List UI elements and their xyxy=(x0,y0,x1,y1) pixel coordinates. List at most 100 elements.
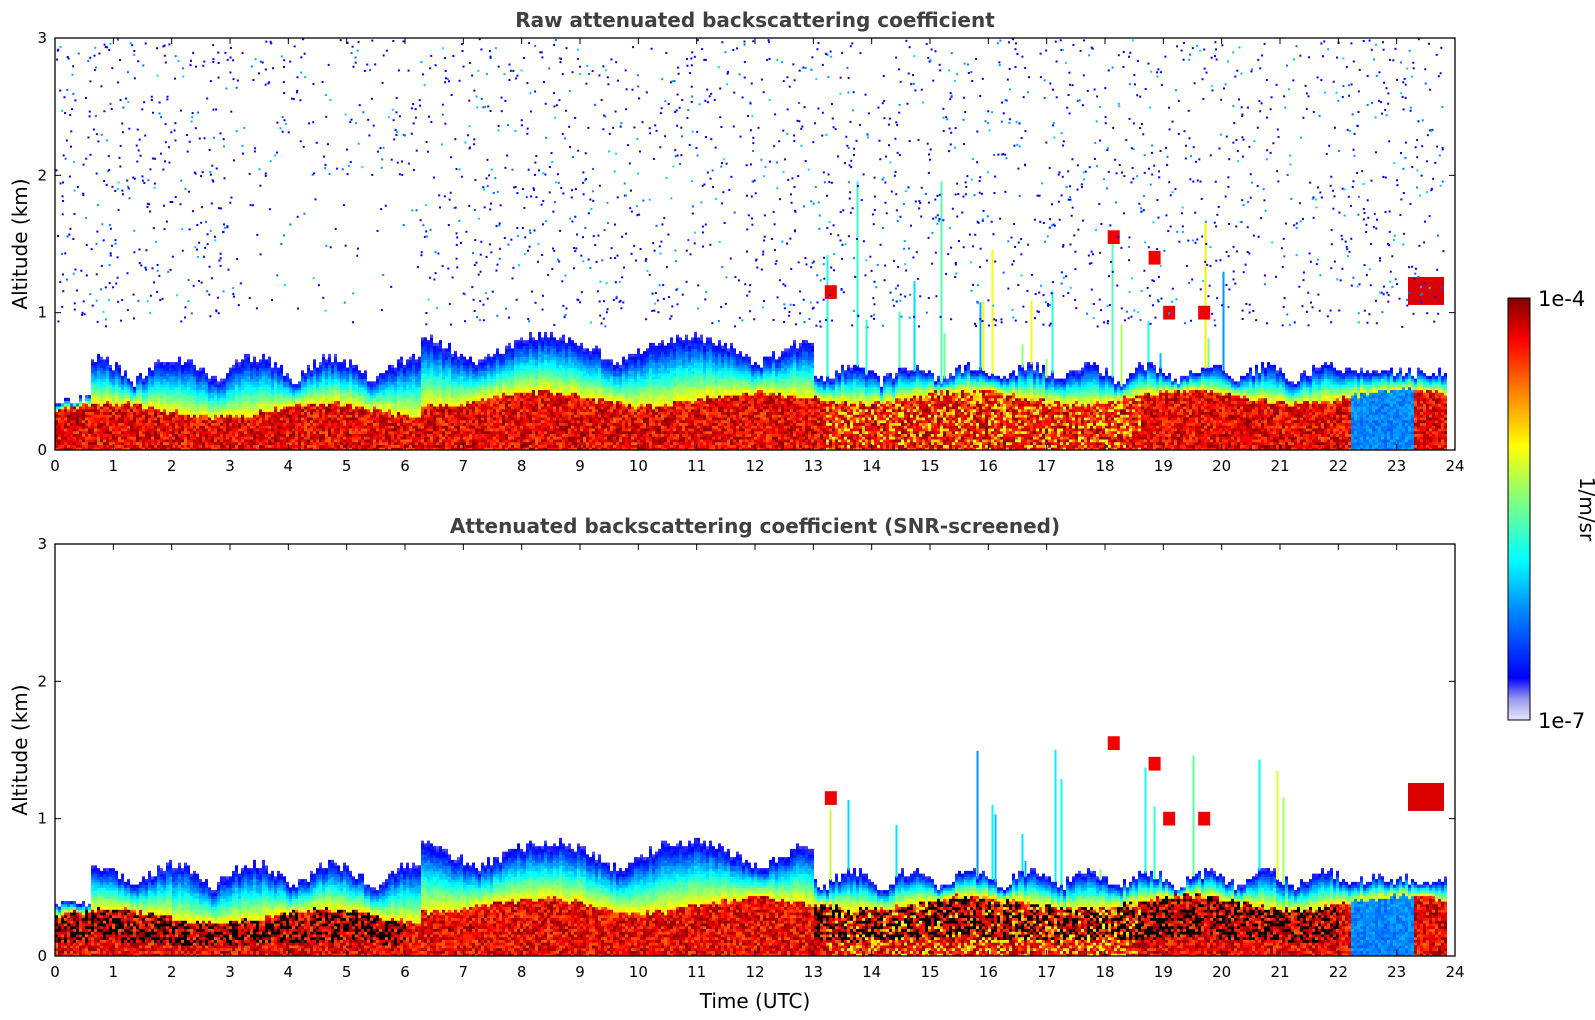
heatmap-cell xyxy=(160,395,163,399)
heatmap-cell xyxy=(103,364,106,369)
heatmap-cell xyxy=(439,362,442,366)
heatmap-cell xyxy=(163,430,166,435)
heatmap-cell xyxy=(136,397,139,402)
heatmap-cell xyxy=(229,408,232,413)
heatmap-column xyxy=(340,362,343,450)
heatmap-cell xyxy=(361,373,364,377)
heatmap-cell xyxy=(118,408,121,413)
heatmap-cell xyxy=(163,392,166,396)
heatmap-cell xyxy=(151,444,154,448)
heatmap-cell xyxy=(124,406,127,410)
heatmap-cell xyxy=(229,373,232,377)
heatmap-cell xyxy=(445,375,448,380)
heatmap-cell xyxy=(322,436,325,440)
heatmap-cell xyxy=(103,428,106,432)
heatmap-cell xyxy=(94,419,97,424)
heatmap-cell xyxy=(466,400,469,404)
heatmap-cell xyxy=(139,419,142,424)
heatmap-cell xyxy=(298,411,301,415)
heatmap-cell xyxy=(79,428,82,432)
heatmap-cell xyxy=(217,447,220,450)
heatmap-cell xyxy=(166,403,169,407)
heatmap-cell xyxy=(355,367,358,371)
heatmap-cell xyxy=(238,397,241,402)
heatmap-cell xyxy=(202,428,205,432)
heatmap-cell xyxy=(442,367,445,371)
heatmap-cell xyxy=(127,381,130,385)
heatmap-cell xyxy=(349,433,352,437)
heatmap-cell xyxy=(370,436,373,440)
heatmap-cell xyxy=(211,408,214,413)
heatmap-cell xyxy=(97,373,100,377)
heatmap-cell xyxy=(139,373,142,377)
heatmap-cell xyxy=(139,392,142,396)
heatmap-cell xyxy=(115,422,118,426)
heatmap-cell xyxy=(241,400,244,404)
heatmap-cell xyxy=(232,378,235,382)
heatmap-column xyxy=(487,353,490,450)
heatmap-cell xyxy=(241,397,244,402)
heatmap-cell xyxy=(250,414,253,418)
heatmap-column xyxy=(388,364,391,450)
heatmap-cell xyxy=(220,430,223,435)
heatmap-cell xyxy=(298,403,301,407)
heatmap-cell xyxy=(394,403,397,407)
heatmap-cell xyxy=(403,375,406,380)
heatmap-cell xyxy=(121,389,124,393)
heatmap-cell xyxy=(421,373,424,377)
heatmap-cell xyxy=(217,400,220,404)
heatmap-cell xyxy=(166,422,169,426)
heatmap-cell xyxy=(412,414,415,418)
heatmap-cell xyxy=(244,403,247,407)
heatmap-cell xyxy=(397,378,400,382)
heatmap-cell xyxy=(385,447,388,450)
heatmap-cell xyxy=(55,425,58,429)
heatmap-cell xyxy=(379,430,382,435)
heatmap-cell xyxy=(265,400,268,404)
heatmap-cell xyxy=(331,447,334,450)
heatmap-cell xyxy=(442,444,445,448)
heatmap-cell xyxy=(193,378,196,382)
heatmap-cell xyxy=(238,425,241,429)
heatmap-cell xyxy=(85,441,88,446)
heatmap-cell xyxy=(373,411,376,415)
heatmap-cell xyxy=(190,430,193,435)
heatmap-cell xyxy=(298,397,301,402)
heatmap-cell xyxy=(268,395,271,399)
heatmap-cell xyxy=(142,417,145,421)
heatmap-cell xyxy=(415,397,418,402)
heatmap-cell xyxy=(322,392,325,396)
heatmap-cell xyxy=(376,384,379,388)
heatmap-cell xyxy=(121,422,124,426)
heatmap-cell xyxy=(346,367,349,371)
heatmap-cell xyxy=(253,439,256,443)
heatmap-cell xyxy=(205,417,208,421)
heatmap-cell xyxy=(268,419,271,424)
heatmap-cell xyxy=(412,395,415,399)
heatmap-cell xyxy=(142,403,145,407)
heatmap-cell xyxy=(394,419,397,424)
heatmap-cell xyxy=(67,428,70,432)
heatmap-cell xyxy=(196,389,199,393)
heatmap-cell xyxy=(184,395,187,399)
heatmap-cell xyxy=(331,378,334,382)
heatmap-cell xyxy=(436,373,439,377)
heatmap-cell xyxy=(277,389,280,393)
heatmap-cell xyxy=(100,441,103,446)
heatmap-cell xyxy=(412,370,415,374)
heatmap-cell xyxy=(286,408,289,413)
heatmap-cell xyxy=(340,444,343,448)
heatmap-cell xyxy=(100,400,103,404)
heatmap-column xyxy=(265,359,268,450)
heatmap-cell xyxy=(346,408,349,413)
heatmap-cell xyxy=(88,417,91,421)
heatmap-cell xyxy=(76,422,79,426)
heatmap-cell xyxy=(397,359,400,363)
heatmap-cell xyxy=(289,397,292,402)
heatmap-cell xyxy=(316,397,319,402)
heatmap-cell xyxy=(280,400,283,404)
heatmap-cell xyxy=(220,419,223,424)
heatmap-cell xyxy=(418,373,421,377)
heatmap-cell xyxy=(352,395,355,399)
heatmap-cell xyxy=(466,419,469,424)
